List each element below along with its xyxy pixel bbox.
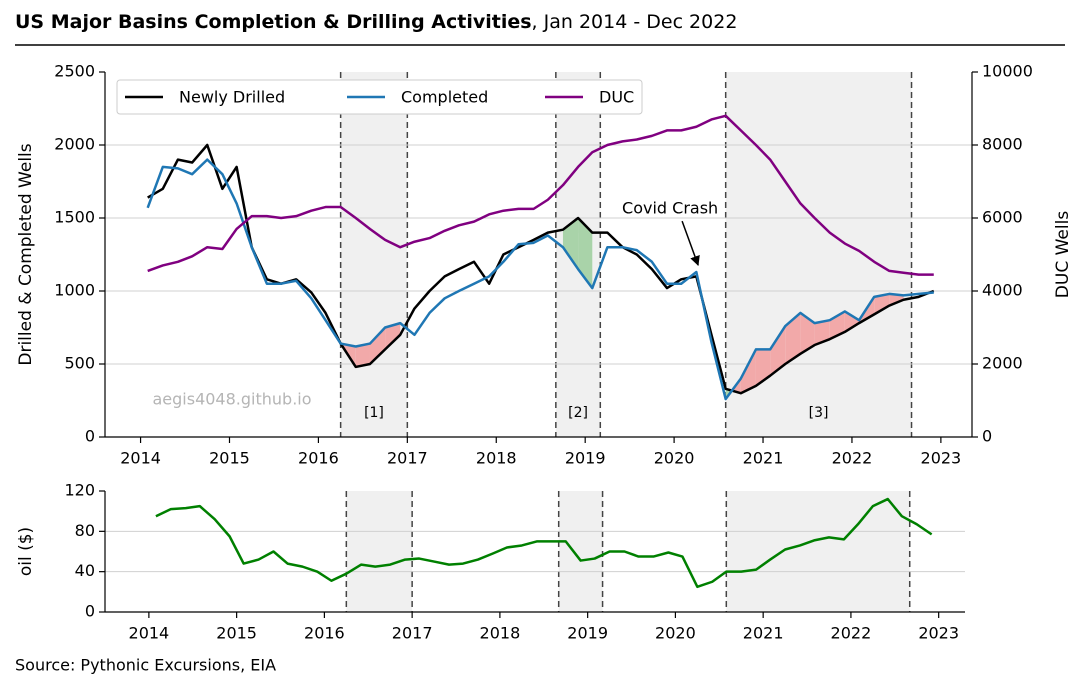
title-sub: , Jan 2014 - Dec 2022 xyxy=(532,11,738,33)
y-tick-label: 0 xyxy=(85,602,95,621)
title-main: US Major Basins Completion & Drilling Ac… xyxy=(15,11,532,33)
x-tick-label: 2014 xyxy=(120,449,161,468)
y2-tick-label: 10000 xyxy=(982,62,1033,81)
y2-axis-label: DUC Wells xyxy=(1053,211,1073,299)
x-tick-label: 2023 xyxy=(918,624,959,643)
x-tick-label: 2015 xyxy=(209,449,250,468)
annotation: Covid Crash xyxy=(622,199,718,218)
y-tick-label: 1500 xyxy=(54,208,95,227)
y2-tick-label: 2000 xyxy=(982,354,1023,373)
series-line xyxy=(147,114,934,276)
x-tick-label: 2021 xyxy=(743,449,784,468)
shaded-region xyxy=(340,72,408,437)
fill-between xyxy=(740,349,756,394)
x-tick-label: 2017 xyxy=(387,449,428,468)
shaded-region xyxy=(726,491,910,612)
legend-label: Completed xyxy=(401,88,488,107)
title: US Major Basins Completion & Drilling Ac… xyxy=(15,11,737,33)
x-tick-label: 2022 xyxy=(831,624,872,643)
x-tick-label: 2023 xyxy=(921,449,962,468)
y-tick-label: 40 xyxy=(75,561,95,580)
region-label: [2] xyxy=(568,405,588,421)
x-tick-label: 2019 xyxy=(567,624,608,643)
x-tick-label: 2017 xyxy=(392,624,433,643)
y-tick-label: 120 xyxy=(64,481,95,500)
y2-tick-label: 8000 xyxy=(982,135,1023,154)
fill-between xyxy=(562,218,579,270)
region-label: [3] xyxy=(809,405,829,421)
x-tick-label: 2018 xyxy=(476,449,517,468)
annotation-arrow xyxy=(681,220,700,267)
fill-between xyxy=(785,312,801,364)
fill-between xyxy=(889,293,904,306)
y-axis-label: Drilled & Completed Wells xyxy=(16,143,36,365)
fill-between xyxy=(770,326,786,376)
fill-between xyxy=(578,218,593,289)
y-axis-label: oil ($) xyxy=(16,527,36,576)
x-tick-label: 2014 xyxy=(129,624,170,643)
series-line xyxy=(155,497,933,589)
legend-label: Newly Drilled xyxy=(179,88,285,107)
y2-tick-label: 4000 xyxy=(982,281,1023,300)
x-tick-label: 2016 xyxy=(298,449,339,468)
y-tick-label: 80 xyxy=(75,521,95,540)
x-tick-label: 2015 xyxy=(216,624,257,643)
y2-tick-label: 6000 xyxy=(982,208,1023,227)
fill-between xyxy=(844,311,860,332)
fill-between xyxy=(355,343,370,367)
x-tick-label: 2016 xyxy=(304,624,345,643)
y-tick-label: 2500 xyxy=(54,62,95,81)
legend-label: DUC xyxy=(599,88,634,107)
fill-between xyxy=(385,323,401,350)
source: Source: Pythonic Excursions, EIA xyxy=(15,656,276,675)
shaded-region xyxy=(558,491,603,612)
fill-between xyxy=(800,312,815,354)
x-tick-label: 2019 xyxy=(565,449,606,468)
x-tick-label: 2020 xyxy=(655,624,696,643)
x-tick-label: 2021 xyxy=(743,624,784,643)
y-tick-label: 0 xyxy=(85,427,95,446)
series-line xyxy=(146,158,934,401)
watermark: aegis4048.github.io xyxy=(152,390,311,409)
y-tick-label: 2000 xyxy=(54,135,95,154)
x-tick-label: 2020 xyxy=(654,449,695,468)
fill-between xyxy=(874,293,890,315)
y2-tick-label: 0 xyxy=(982,427,992,446)
shaded-region xyxy=(346,491,413,612)
y-tick-label: 500 xyxy=(64,354,95,373)
fill-between xyxy=(369,327,386,364)
x-tick-label: 2018 xyxy=(480,624,521,643)
region-label: [1] xyxy=(364,405,384,421)
fill-between xyxy=(814,320,830,346)
y-tick-label: 1000 xyxy=(54,281,95,300)
x-tick-label: 2022 xyxy=(832,449,873,468)
legend: Newly Drilled Completed DUC xyxy=(116,79,643,115)
